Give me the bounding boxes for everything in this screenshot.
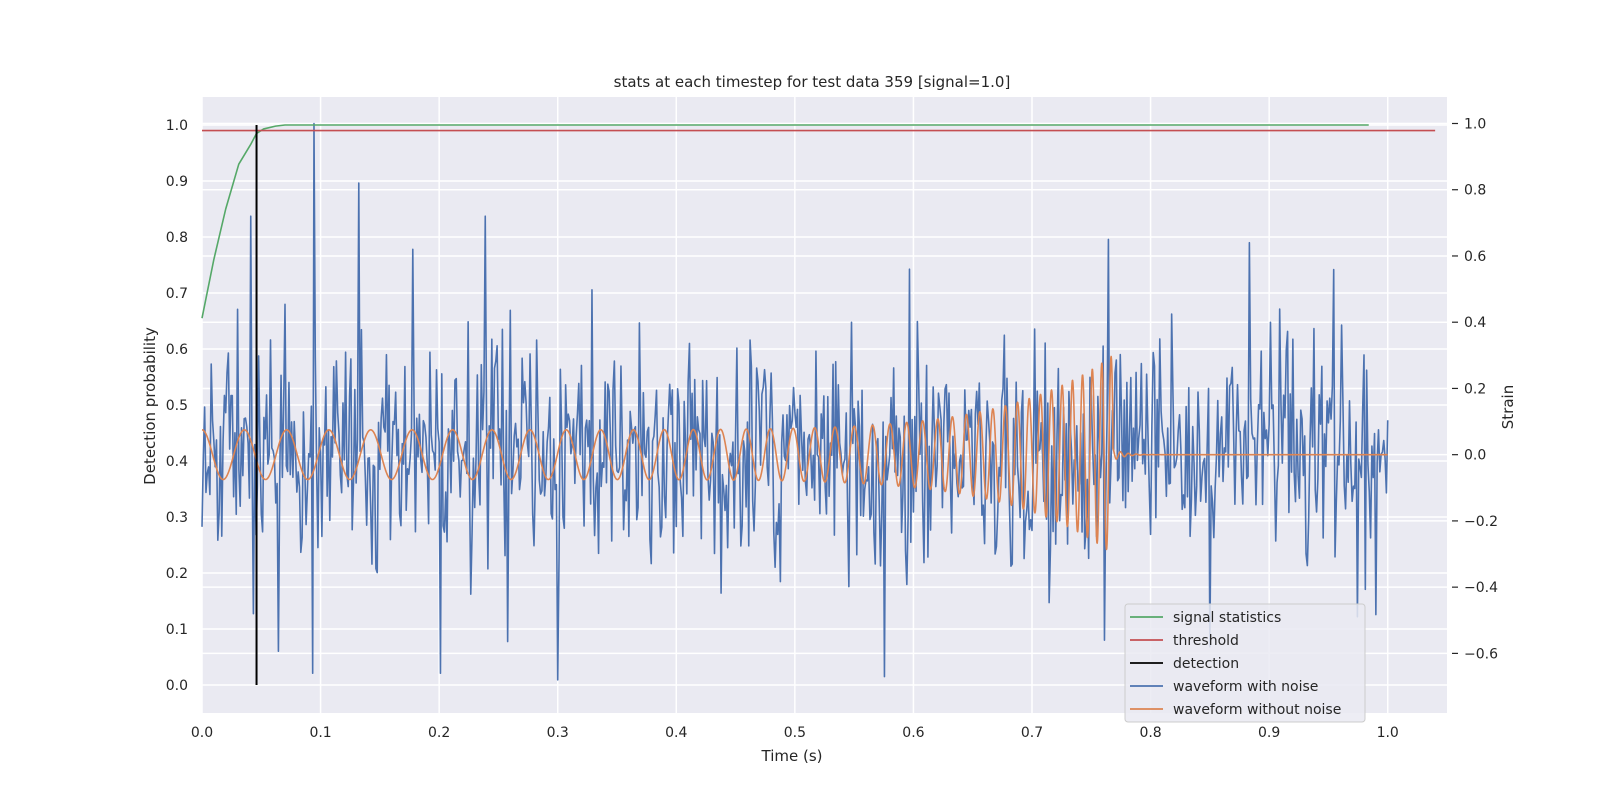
x-tick-label: 0.5	[784, 725, 806, 741]
x-tick-label: 0.0	[191, 725, 213, 741]
y-tick-label: 0.5	[166, 398, 188, 414]
x-axis-label: Time (s)	[761, 747, 823, 765]
y2-tick-label: 0.2	[1464, 381, 1486, 397]
series-line-waveform-without-noise	[201, 355, 1389, 551]
y-tick-label: 0.3	[166, 510, 188, 526]
y2-tick-label: −0.6	[1464, 646, 1498, 662]
legend-box	[1124, 603, 1366, 723]
legend-label: waveform without noise	[1173, 702, 1341, 718]
y-tick-label: 0.1	[166, 622, 188, 638]
legend-label: threshold	[1173, 633, 1239, 649]
x-tick-label: 0.2	[428, 725, 450, 741]
y2-tick-label: 0.4	[1464, 315, 1486, 331]
y2-tick-label: 0.6	[1464, 249, 1486, 265]
legend-label: detection	[1173, 656, 1239, 672]
y2-axis-ticks: −0.6 −0.4 −0.2 0.0 0.2 0.4 0.6 0.8 1.0	[1452, 116, 1498, 662]
y2-tick-label: 0.0	[1464, 448, 1486, 464]
legend-label: signal statistics	[1173, 610, 1281, 626]
y-tick-label: 0.0	[166, 678, 188, 694]
legend: signal statistics threshold detection wavef…	[1124, 603, 1366, 723]
y-tick-label: 0.6	[166, 342, 188, 358]
x-tick-label: 0.8	[1139, 725, 1161, 741]
legend-label: waveform with noise	[1173, 679, 1318, 695]
chart-title: stats at each timestep for test data 359…	[614, 73, 1011, 91]
x-tick-label: 0.3	[547, 725, 569, 741]
x-tick-label: 0.1	[309, 725, 331, 741]
series-line-signal-statistics	[201, 124, 1369, 319]
series-layer	[201, 122, 1436, 685]
y-tick-label: 1.0	[166, 118, 188, 134]
x-tick-label: 0.9	[1258, 725, 1280, 741]
y2-tick-label: −0.4	[1464, 580, 1498, 596]
y2-tick-label: 0.8	[1464, 183, 1486, 199]
y2-tick-label: 1.0	[1464, 116, 1486, 132]
y-tick-label: 0.7	[166, 286, 188, 302]
y-tick-label: 0.2	[166, 566, 188, 582]
y2-axis-label: Strain	[1499, 385, 1517, 429]
y-tick-label: 0.4	[166, 454, 188, 470]
x-axis-ticks: 0.0 0.1 0.2 0.3 0.4 0.5 0.6 0.7 0.8 0.9 1.0	[191, 725, 1399, 741]
x-tick-label: 1.0	[1377, 725, 1399, 741]
y-tick-label: 0.9	[166, 174, 188, 190]
y2-tick-label: −0.2	[1464, 514, 1498, 530]
y-axis-ticks: 0.0 0.1 0.2 0.3 0.4 0.5 0.6 0.7 0.8 0.9 1.0	[166, 118, 188, 694]
x-tick-label: 0.6	[902, 725, 924, 741]
series-line-waveform-with-noise	[201, 122, 1389, 681]
y-tick-label: 0.8	[166, 230, 188, 246]
x-tick-label: 0.4	[665, 725, 687, 741]
x-tick-label: 0.7	[1021, 725, 1043, 741]
y-axis-label: Detection probability	[141, 327, 159, 485]
